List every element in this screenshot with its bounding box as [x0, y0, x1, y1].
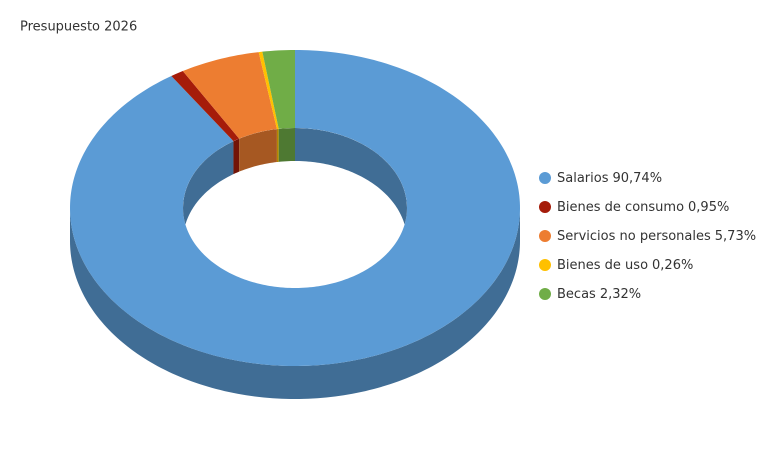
- inner-wall: [295, 128, 407, 241]
- slice: [182, 52, 277, 139]
- legend-name: Bienes de consumo: [557, 200, 684, 215]
- legend-marker: [539, 230, 551, 242]
- legend-value: 5,73%: [715, 229, 756, 244]
- legend-marker: [539, 201, 551, 213]
- outer-walls: [70, 208, 520, 399]
- legend-label: Bienes de consumo 0,95%: [557, 200, 729, 215]
- slice: [70, 50, 520, 366]
- top-faces: [70, 50, 520, 366]
- legend-label: Bienes de uso 0,26%: [557, 258, 693, 273]
- outer-wall: [70, 208, 520, 399]
- legend-value: 0,95%: [688, 200, 729, 215]
- inner-wall: [233, 138, 240, 175]
- legend-name: Salarios: [557, 171, 609, 186]
- legend: Salarios 90,74% Bienes de consumo 0,95% Serv…: [539, 171, 756, 302]
- legend-label: Servicios no personales 5,73%: [557, 229, 756, 244]
- inner-wall: [239, 129, 277, 172]
- legend-marker: [539, 288, 551, 300]
- slice: [171, 71, 240, 142]
- legend-value: 0,26%: [652, 258, 693, 273]
- legend-label: Salarios 90,74%: [557, 171, 662, 186]
- slice: [258, 51, 279, 130]
- legend-label: Becas 2,32%: [557, 287, 641, 302]
- legend-marker: [539, 259, 551, 271]
- inner-wall: [278, 128, 295, 162]
- inner-wall: [276, 128, 279, 163]
- inner-walls: [183, 128, 407, 241]
- legend-name: Bienes de uso: [557, 258, 648, 273]
- legend-marker: [539, 172, 551, 184]
- legend-name: Servicios no personales: [557, 229, 711, 244]
- legend-name: Becas: [557, 287, 596, 302]
- slice: [262, 50, 295, 129]
- chart-title: Presupuesto 2026: [20, 20, 137, 35]
- legend-value: 2,32%: [600, 287, 641, 302]
- inner-wall: [183, 141, 234, 241]
- legend-value: 90,74%: [612, 171, 662, 186]
